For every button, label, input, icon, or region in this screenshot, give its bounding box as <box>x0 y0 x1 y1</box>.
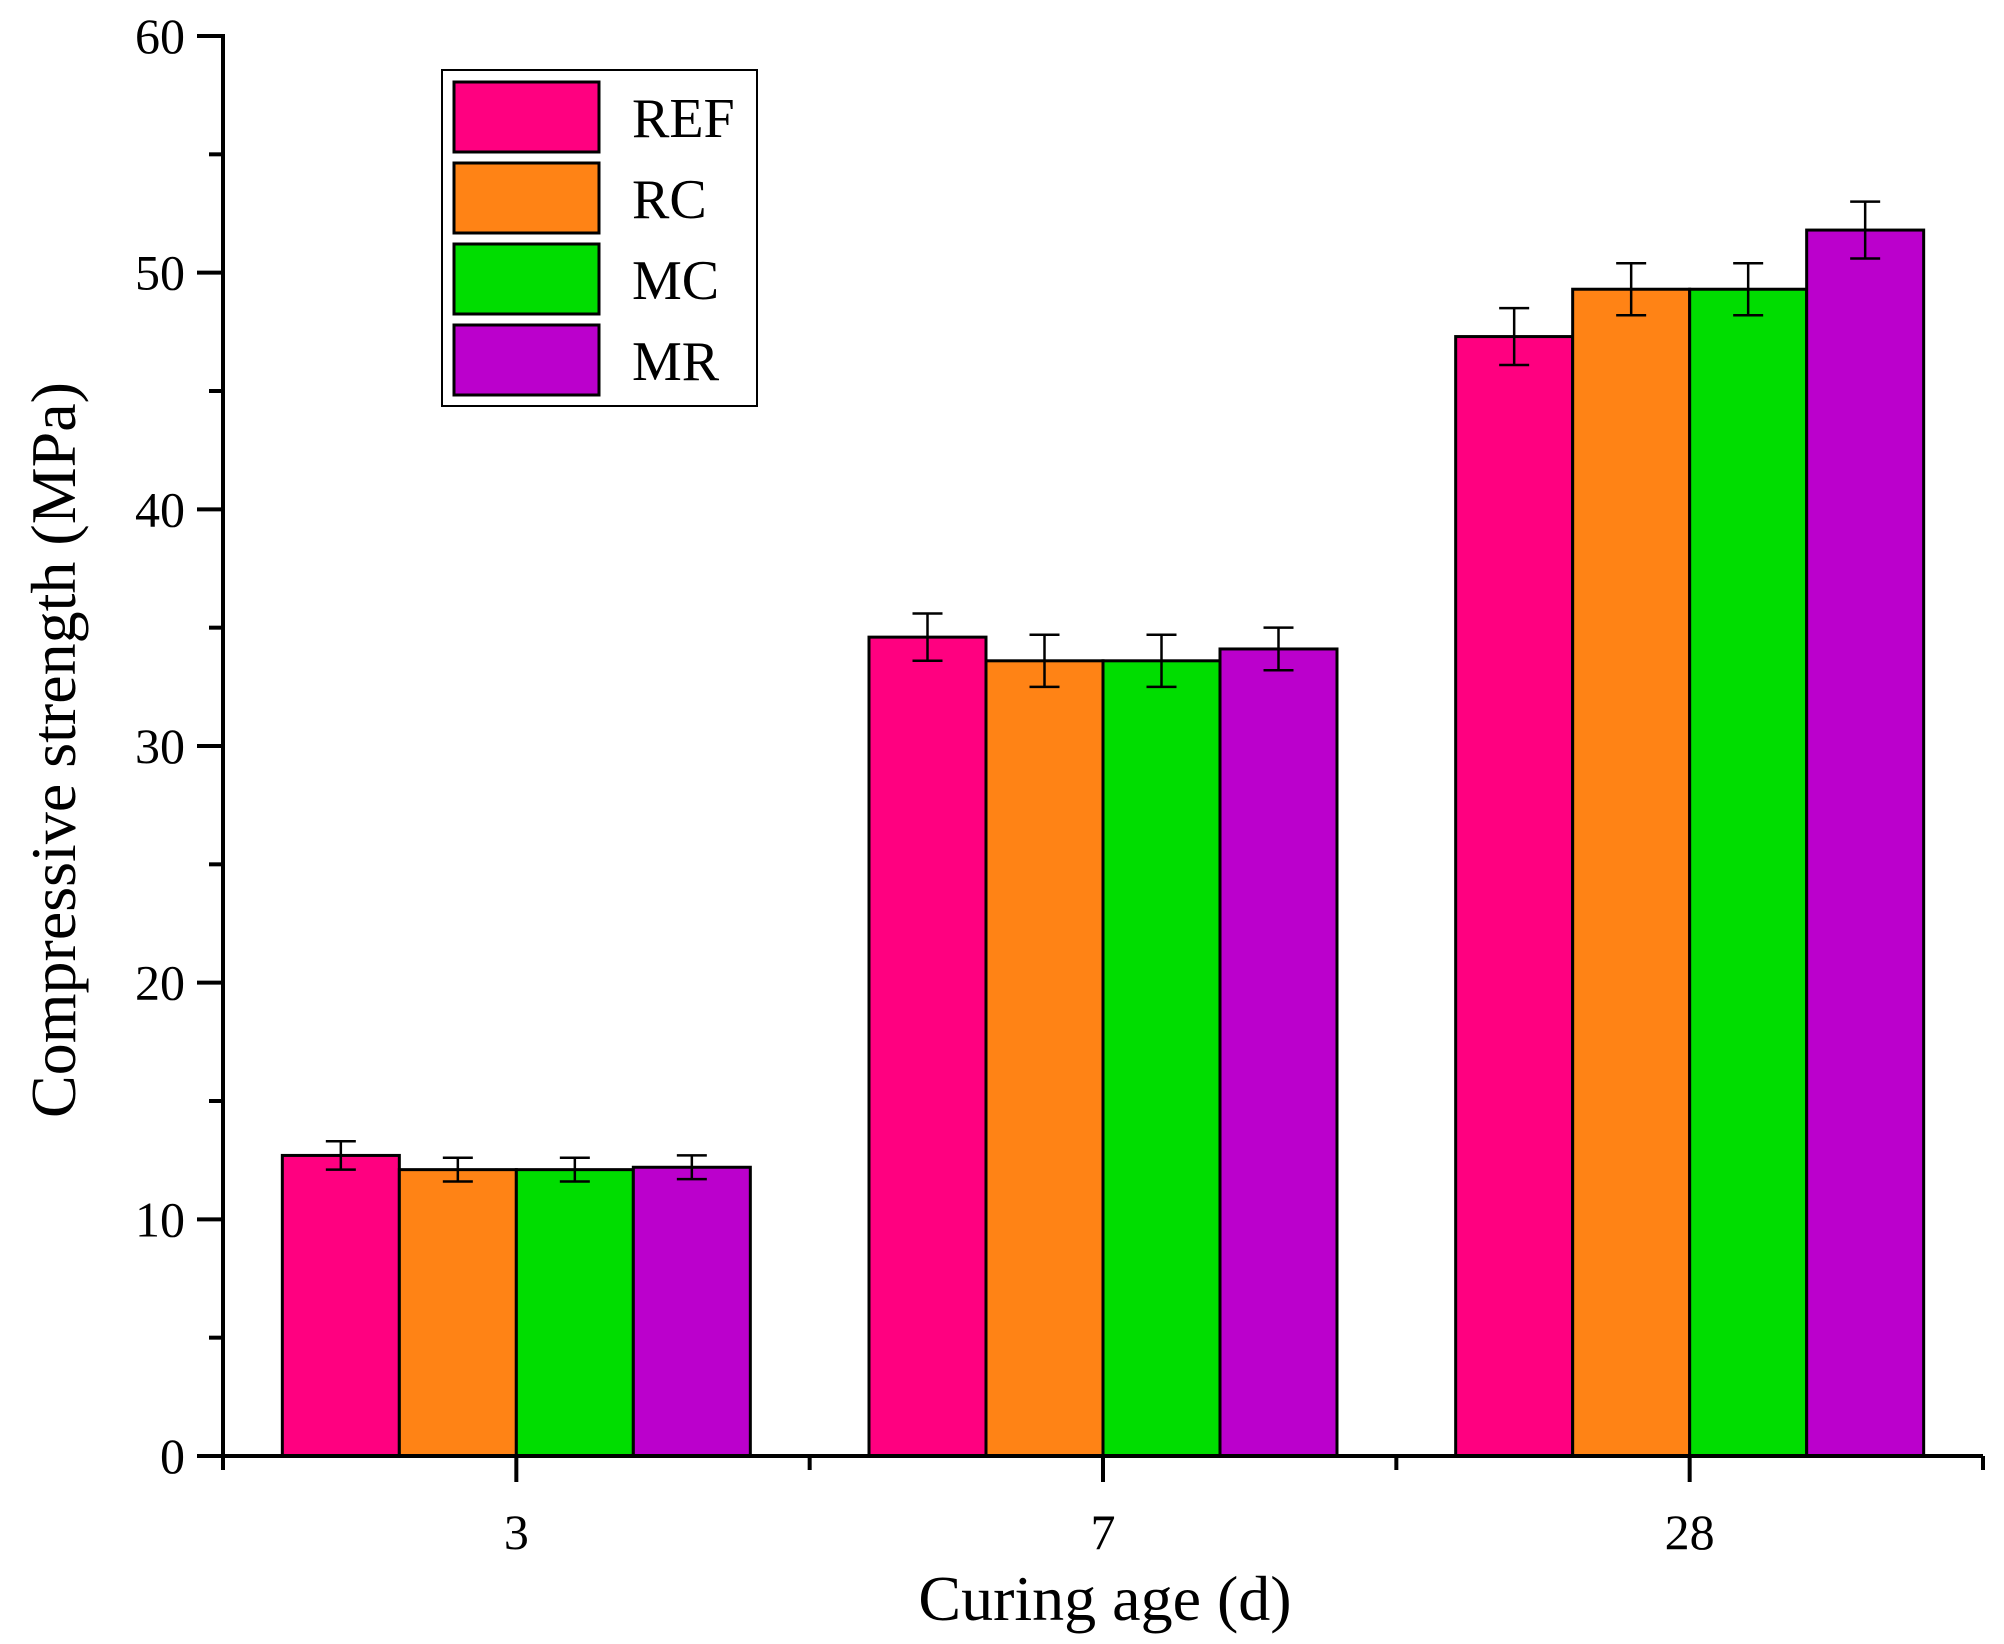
bar-mr-3d <box>631 1165 752 1458</box>
bar-mc-7d <box>1101 659 1222 1458</box>
bar-rc-3d <box>397 1168 518 1458</box>
error-bar-mr-7d <box>1263 626 1294 672</box>
legend-swatch-mr <box>452 323 601 397</box>
error-bar-rc-3d <box>442 1156 473 1183</box>
error-bar-mc-28d <box>1733 261 1764 317</box>
tick-labels-layer: 0 10 20 30 40 50 60 3 7 28 <box>135 8 1715 1560</box>
y-tick-label: 10 <box>135 1191 185 1247</box>
error-bar-ref-7d <box>912 612 943 663</box>
x-tick-label: 7 <box>1091 1504 1116 1560</box>
legend-label-ref: REF <box>632 88 735 150</box>
error-bars-layer <box>325 200 1881 1183</box>
bar-ref-7d <box>867 635 988 1458</box>
legend-swatch-mc <box>452 242 601 316</box>
y-tick-label: 60 <box>135 8 185 64</box>
bar-ref-3d <box>280 1153 401 1458</box>
error-bar-ref-3d <box>325 1139 356 1171</box>
y-tick-label: 50 <box>135 245 185 301</box>
axes-layer <box>197 34 1985 1482</box>
bar-ref-28d <box>1454 335 1575 1458</box>
legend: REF RC MC MR <box>441 69 758 407</box>
legend-label-mr: MR <box>632 331 720 393</box>
y-tick-label: 20 <box>135 955 185 1011</box>
legend-swatch-rc <box>452 161 601 235</box>
y-tick-label: 0 <box>160 1428 185 1484</box>
error-bar-mc-3d <box>559 1156 590 1183</box>
bar-mc-28d <box>1688 287 1809 1458</box>
bar-mr-7d <box>1218 647 1339 1458</box>
legend-swatch-ref <box>452 80 601 154</box>
error-bar-mc-7d <box>1146 633 1177 689</box>
error-bar-rc-28d <box>1616 261 1647 317</box>
error-bar-mr-28d <box>1850 200 1881 260</box>
y-tick-label: 30 <box>135 718 185 774</box>
error-bar-ref-28d <box>1499 306 1530 367</box>
x-axis-title: Curing age (d) <box>918 1563 1291 1634</box>
bars-layer <box>280 228 1926 1458</box>
x-tick-label: 28 <box>1665 1504 1715 1560</box>
legend-label-mc: MC <box>632 250 719 312</box>
y-axis-title: Compressive strength (MPa) <box>18 382 89 1118</box>
bar-rc-7d <box>984 659 1105 1458</box>
legend-label-rc: RC <box>632 169 707 231</box>
x-tick-label: 3 <box>504 1504 529 1560</box>
bar-mr-28d <box>1805 228 1926 1458</box>
error-bar-rc-7d <box>1029 633 1060 689</box>
y-tick-label: 40 <box>135 481 185 537</box>
error-bar-mr-3d <box>676 1154 707 1181</box>
bar-rc-28d <box>1571 287 1692 1458</box>
bar-mc-3d <box>514 1168 635 1458</box>
